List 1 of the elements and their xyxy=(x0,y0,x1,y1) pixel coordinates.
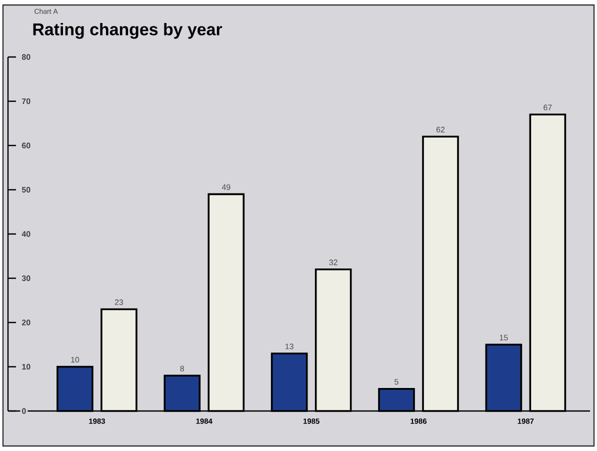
chart-title: Rating changes by year xyxy=(33,22,222,39)
